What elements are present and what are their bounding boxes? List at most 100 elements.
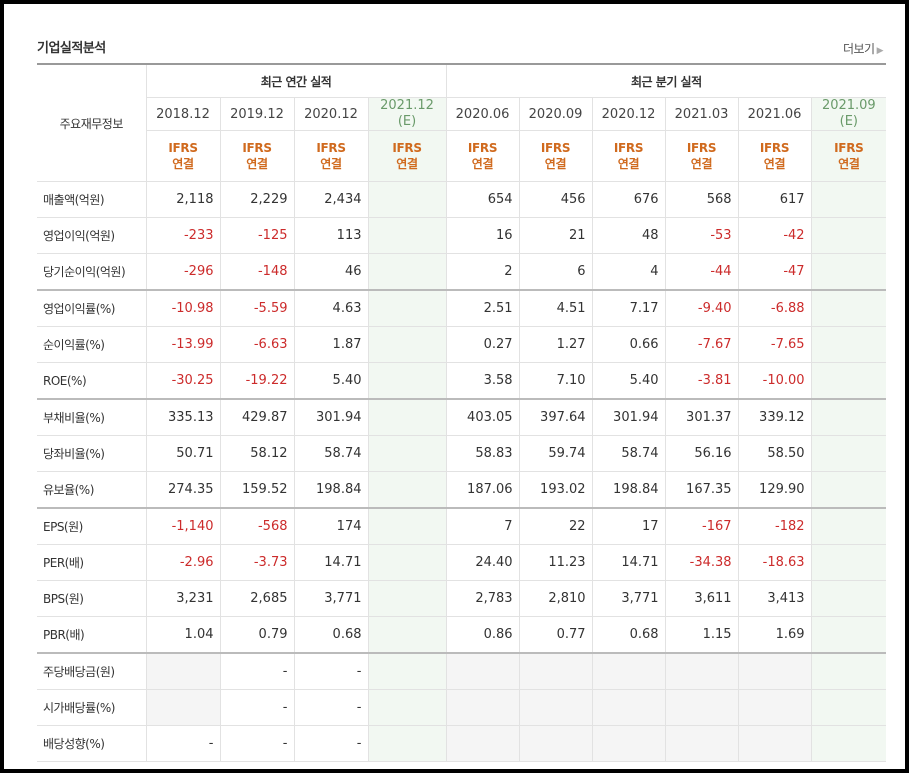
table-cell: -148	[219, 253, 295, 291]
table-cell: 7	[445, 507, 520, 545]
table-cell	[810, 580, 887, 617]
table-cell: 0.77	[518, 616, 593, 654]
table-cell: -13.99	[145, 326, 221, 363]
row-label: 시가배당률(%)	[37, 689, 147, 726]
table-cell: 3,771	[293, 580, 369, 617]
table-cell: 24.40	[445, 544, 520, 581]
ifrs-label: IFRS 연결	[293, 130, 369, 182]
group-annual: 최근 연간 실적	[145, 63, 447, 98]
ifrs-consolidated: 연결	[838, 157, 860, 171]
table-cell: 301.37	[664, 398, 739, 436]
table-cell: 403.05	[445, 398, 520, 436]
group-header-row: 주요재무정보 최근 연간 실적 최근 분기 실적	[37, 63, 887, 182]
table-row: 당기순이익(억원) -296 -148 46 2 6 4 -44 -47	[37, 253, 887, 291]
table-cell: 46	[293, 253, 369, 291]
more-link[interactable]: 더보기 ▶	[843, 40, 884, 57]
table-cell: 14.71	[591, 544, 666, 581]
table-cell	[445, 689, 520, 726]
table-cell: 198.84	[591, 471, 666, 509]
estimate-mark: (E)	[397, 114, 417, 129]
row-label: 영업이익(억원)	[37, 217, 147, 254]
table-cell: 11.23	[518, 544, 593, 581]
table-cell: -182	[737, 507, 812, 545]
table-cell: 167.35	[664, 471, 739, 509]
table-cell: 0.79	[219, 616, 295, 654]
table-cell: 0.66	[591, 326, 666, 363]
row-label: 배당성향(%)	[37, 725, 147, 762]
table-cell: 4	[591, 253, 666, 291]
ifrs-label: IFRS 연결	[219, 130, 295, 182]
table-cell: 301.94	[591, 398, 666, 436]
period-header: 2021.12 (E)	[367, 97, 447, 131]
table-cell: 1.69	[737, 616, 812, 654]
period-label: 2020.09	[528, 106, 583, 122]
table-cell: -1,140	[145, 507, 221, 545]
table-cell	[810, 289, 887, 327]
table-row: 영업이익(억원) -233 -125 113 16 21 48 -53 -42	[37, 217, 887, 254]
table-cell: 193.02	[518, 471, 593, 509]
table-cell: 2,229	[219, 181, 295, 218]
table-cell: 58.12	[219, 435, 295, 472]
table-cell: -5.59	[219, 289, 295, 327]
table-cell: 2,434	[293, 181, 369, 218]
table-cell: 301.94	[293, 398, 369, 436]
table-cell	[367, 398, 447, 436]
table-row: BPS(원) 3,231 2,685 3,771 2,783 2,810 3,771 3,61…	[37, 580, 887, 617]
table-cell: -19.22	[219, 362, 295, 400]
table-cell: 4.63	[293, 289, 369, 327]
table-row: 배당성향(%) - - -	[37, 725, 887, 762]
period-label: 2018.12	[156, 106, 210, 122]
table-cell	[664, 689, 739, 726]
table-cell	[518, 725, 593, 762]
ifrs-consolidated: 연결	[617, 157, 640, 171]
period-header: 2019.12	[219, 97, 295, 131]
estimate-mark: (E)	[839, 114, 858, 129]
table-row: PER(배) -2.96 -3.73 14.71 24.40 11.23 14.71 -34.…	[37, 544, 887, 581]
table-cell: 274.35	[145, 471, 221, 509]
ifrs-standard: IFRS	[834, 141, 864, 155]
table-cell: 676	[591, 181, 666, 218]
table-cell: 3.58	[445, 362, 520, 400]
table-cell	[367, 181, 447, 218]
table-cell	[810, 616, 887, 654]
table-cell: -	[219, 652, 295, 690]
table-cell: 0.86	[445, 616, 520, 654]
table-cell	[737, 652, 812, 690]
row-label: 주당배당금(원)	[37, 652, 147, 690]
group-quarter: 최근 분기 실적	[445, 63, 887, 98]
table-cell	[810, 652, 887, 690]
table-cell: 2,810	[518, 580, 593, 617]
table-row: ROE(%) -30.25 -19.22 5.40 3.58 7.10 5.40 -3.81-…	[37, 362, 887, 400]
table-body: 매출액(억원) 2,118 2,229 2,434 654 456 676 568 617 영업이…	[37, 181, 887, 762]
table-cell: -296	[145, 253, 221, 291]
period-label: 2021.06	[747, 106, 802, 122]
table-cell: 198.84	[293, 471, 369, 509]
table-row: 순이익률(%) -13.99 -6.63 1.87 0.27 1.27 0.66 -7.67-…	[37, 326, 887, 363]
ifrs-standard: IFRS	[686, 141, 717, 155]
ifrs-consolidated: 연결	[471, 157, 494, 171]
table-cell	[367, 326, 447, 363]
ifrs-consolidated: 연결	[396, 157, 418, 171]
table-cell	[810, 689, 887, 726]
table-cell: 3,611	[664, 580, 739, 617]
table-cell: 58.74	[591, 435, 666, 472]
period-label: 2021.12	[380, 98, 434, 113]
table-cell	[518, 652, 593, 690]
table-cell: 21	[518, 217, 593, 254]
period-header: 2021.06	[737, 97, 812, 131]
table-cell: 129.90	[737, 471, 812, 509]
table-cell: -6.63	[219, 326, 295, 363]
table-cell	[367, 544, 447, 581]
ifrs-label: IFRS 연결	[518, 130, 593, 182]
table-cell: 5.40	[591, 362, 666, 400]
table-cell: 5.40	[293, 362, 369, 400]
table-cell: 14.71	[293, 544, 369, 581]
table-cell	[145, 689, 221, 726]
row-label: EPS(원)	[37, 507, 147, 545]
table-cell: -	[219, 689, 295, 726]
table-cell	[591, 652, 666, 690]
table-cell: 1.04	[145, 616, 221, 654]
period-header-row: 2018.12 2019.12 2020.12 2021.12 (E) 2020.06 20…	[37, 97, 887, 131]
row-label: PBR(배)	[37, 616, 147, 654]
ifrs-label: IFRS 연결	[445, 130, 520, 182]
